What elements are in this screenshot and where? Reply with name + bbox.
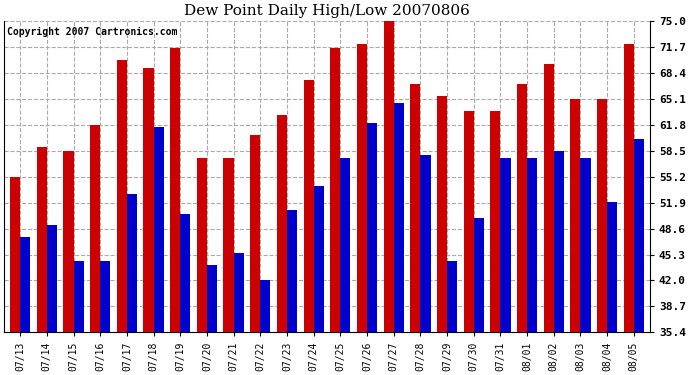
- Bar: [437, 96, 447, 332]
- Bar: [340, 159, 351, 332]
- Bar: [634, 139, 644, 332]
- Bar: [47, 225, 57, 332]
- Bar: [394, 104, 404, 332]
- Bar: [554, 151, 564, 332]
- Bar: [464, 111, 474, 332]
- Bar: [384, 17, 394, 332]
- Bar: [74, 261, 83, 332]
- Bar: [224, 159, 234, 332]
- Bar: [117, 60, 127, 332]
- Bar: [304, 80, 314, 332]
- Title: Dew Point Daily High/Low 20070806: Dew Point Daily High/Low 20070806: [184, 4, 470, 18]
- Bar: [411, 84, 420, 332]
- Bar: [20, 237, 30, 332]
- Bar: [180, 214, 190, 332]
- Bar: [37, 147, 47, 332]
- Bar: [154, 127, 164, 332]
- Text: Copyright 2007 Cartronics.com: Copyright 2007 Cartronics.com: [8, 27, 178, 37]
- Bar: [527, 159, 538, 332]
- Bar: [260, 280, 270, 332]
- Bar: [607, 202, 618, 332]
- Bar: [357, 44, 367, 332]
- Bar: [170, 48, 180, 332]
- Bar: [63, 151, 74, 332]
- Bar: [447, 261, 457, 332]
- Bar: [314, 186, 324, 332]
- Bar: [144, 68, 154, 332]
- Bar: [250, 135, 260, 332]
- Bar: [597, 99, 607, 332]
- Bar: [90, 124, 100, 332]
- Bar: [10, 177, 20, 332]
- Bar: [544, 64, 554, 332]
- Bar: [517, 84, 527, 332]
- Bar: [580, 159, 591, 332]
- Bar: [287, 210, 297, 332]
- Bar: [500, 159, 511, 332]
- Bar: [491, 111, 500, 332]
- Bar: [127, 194, 137, 332]
- Bar: [367, 123, 377, 332]
- Bar: [277, 115, 287, 332]
- Bar: [207, 265, 217, 332]
- Bar: [420, 154, 431, 332]
- Bar: [571, 99, 580, 332]
- Bar: [197, 159, 207, 332]
- Bar: [624, 44, 634, 332]
- Bar: [234, 253, 244, 332]
- Bar: [100, 261, 110, 332]
- Bar: [331, 48, 340, 332]
- Bar: [474, 217, 484, 332]
